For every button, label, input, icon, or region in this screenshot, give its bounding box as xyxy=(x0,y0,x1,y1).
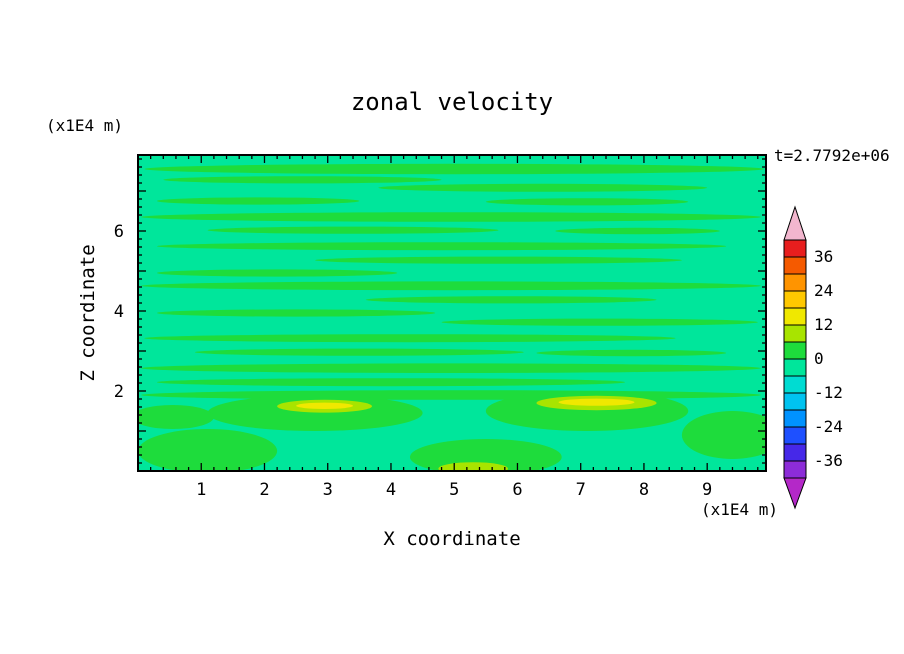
x-tick-label: 9 xyxy=(702,480,712,500)
colorbar-under-arrow xyxy=(783,477,807,510)
colorbar-label: 24 xyxy=(814,281,833,300)
x-tick-label: 1 xyxy=(196,480,206,500)
colorbar-label: -24 xyxy=(814,417,843,436)
colorbar-segment xyxy=(783,273,807,292)
contour-feature xyxy=(156,309,436,317)
contour-feature xyxy=(441,318,758,326)
contour-feature xyxy=(409,439,562,471)
colorbar-segment xyxy=(783,375,807,394)
colorbar-segment xyxy=(783,392,807,411)
colorbar-label: 12 xyxy=(814,315,833,334)
contour-feature xyxy=(296,402,354,409)
contour-feature xyxy=(141,212,761,222)
y-axis-unit-label: (x1E4 m) xyxy=(46,116,124,135)
colorbar-segment xyxy=(783,307,807,326)
x-tick-label: 4 xyxy=(386,480,396,500)
contour-feature xyxy=(156,242,727,251)
colorbar-segment xyxy=(783,460,807,479)
x-axis-title: X coordinate xyxy=(383,528,521,550)
z-tick-label: 4 xyxy=(114,302,124,322)
x-tick-label: 2 xyxy=(259,480,269,500)
contour-feature xyxy=(138,405,214,429)
contour-field xyxy=(138,155,766,471)
contour-feature xyxy=(156,269,398,277)
contour-feature xyxy=(315,256,682,264)
contour-feature xyxy=(681,411,766,459)
colorbar-segment xyxy=(783,290,807,309)
contour-feature xyxy=(144,334,676,343)
contour-feature xyxy=(536,349,727,357)
colorbar-label: -36 xyxy=(814,451,843,470)
colorbar-segment xyxy=(783,341,807,360)
contour-feature xyxy=(141,363,761,374)
contour-feature xyxy=(438,462,508,471)
contour-feature xyxy=(555,227,720,235)
colorbar-segment xyxy=(783,409,807,428)
colorbar-label: -12 xyxy=(814,383,843,402)
contour-feature xyxy=(156,197,360,205)
contour-feature xyxy=(194,348,524,356)
colorbar-label: 0 xyxy=(814,349,824,368)
chart-title: zonal velocity xyxy=(350,88,554,116)
colorbar-segment xyxy=(783,256,807,275)
x-axis-unit-label: (x1E4 m) xyxy=(700,500,778,519)
contour-feature xyxy=(141,281,761,291)
contour-feature xyxy=(558,398,635,406)
z-tick-label: 6 xyxy=(114,222,124,242)
contour-feature xyxy=(485,198,689,206)
contour-feature xyxy=(156,378,625,387)
x-tick-label: 7 xyxy=(576,480,586,500)
colorbar-segment xyxy=(783,443,807,462)
colorbar-segment xyxy=(783,426,807,445)
contour-feature xyxy=(163,176,442,184)
time-label: t=2.7792e+06 xyxy=(774,146,890,165)
z-tick-label: 2 xyxy=(114,382,124,402)
x-tick-label: 3 xyxy=(323,480,333,500)
colorbar-label: 36 xyxy=(814,247,833,266)
colorbar-segment xyxy=(783,324,807,343)
x-tick-label: 8 xyxy=(639,480,649,500)
contour-feature xyxy=(378,183,708,192)
contour-feature xyxy=(144,163,765,175)
x-tick-label: 6 xyxy=(512,480,522,500)
colorbar: 36 24 12 0 -12 -24 -36 xyxy=(783,205,843,510)
colorbar-segment xyxy=(783,358,807,377)
y-axis-title: Z coordinate xyxy=(77,244,99,382)
contour-feature xyxy=(138,429,278,471)
contour-feature xyxy=(141,390,761,400)
x-tick-label: 5 xyxy=(449,480,459,500)
contour-feature xyxy=(207,226,499,234)
plot-frame xyxy=(137,154,767,472)
contour-feature xyxy=(365,296,657,304)
colorbar-over-arrow xyxy=(783,205,807,241)
colorbar-segment xyxy=(783,239,807,258)
